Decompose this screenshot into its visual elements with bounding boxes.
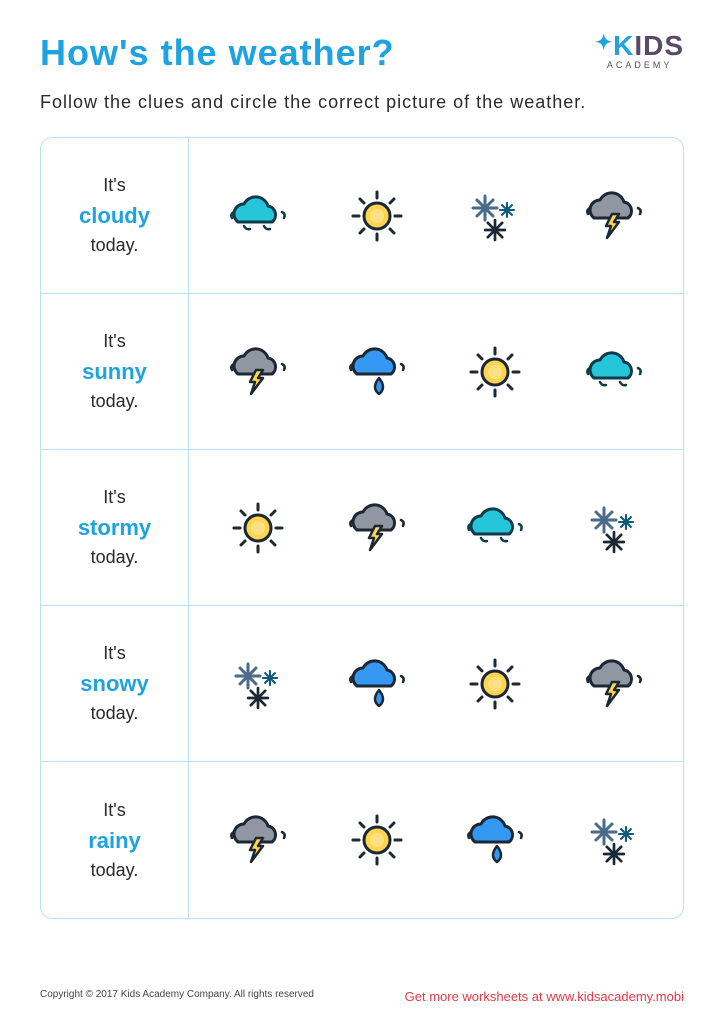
clue-word: stormy <box>78 511 151 544</box>
table-row: It'ssnowytoday. <box>41 606 683 762</box>
table-row: It'srainytoday. <box>41 762 683 918</box>
clue-prefix: It's <box>103 797 125 824</box>
rain-blue-icon[interactable] <box>337 332 417 412</box>
clue-cell: It'ssnowytoday. <box>41 606 189 761</box>
weather-table: It'scloudytoday.It'ssunnytoday.It'sstorm… <box>40 137 684 919</box>
storm-gray-icon[interactable] <box>218 800 298 880</box>
clue-word: sunny <box>82 355 147 388</box>
rain-blue-icon[interactable] <box>337 644 417 724</box>
clue-word: snowy <box>80 667 148 700</box>
options-cell <box>189 294 683 449</box>
table-row: It'ssunnytoday. <box>41 294 683 450</box>
snow-icon[interactable] <box>455 176 535 256</box>
logo-subtitle: ACADEMY <box>607 60 673 70</box>
clue-prefix: It's <box>103 640 125 667</box>
clue-suffix: today. <box>91 232 139 259</box>
clue-prefix: It's <box>103 328 125 355</box>
clue-cell: It'sstormytoday. <box>41 450 189 605</box>
sun-icon[interactable] <box>455 644 535 724</box>
storm-gray-icon[interactable] <box>337 488 417 568</box>
snow-icon[interactable] <box>574 488 654 568</box>
cloud-cyan-icon[interactable] <box>218 176 298 256</box>
instructions: Follow the clues and circle the correct … <box>40 92 684 113</box>
snow-icon[interactable] <box>218 644 298 724</box>
rain-blue-icon[interactable] <box>455 800 535 880</box>
cloud-cyan-icon[interactable] <box>574 332 654 412</box>
copyright-text: Copyright © 2017 Kids Academy Company. A… <box>40 989 314 1004</box>
options-cell <box>189 606 683 761</box>
sun-icon[interactable] <box>218 488 298 568</box>
storm-gray-icon[interactable] <box>218 332 298 412</box>
options-cell <box>189 450 683 605</box>
options-cell <box>189 762 683 918</box>
page-title: How's the weather? <box>40 32 395 74</box>
more-worksheets-link[interactable]: Get more worksheets at www.kidsacademy.m… <box>405 989 684 1004</box>
clue-word: rainy <box>88 824 141 857</box>
storm-gray-icon[interactable] <box>574 644 654 724</box>
clue-prefix: It's <box>103 484 125 511</box>
clue-suffix: today. <box>91 388 139 415</box>
sun-icon[interactable] <box>455 332 535 412</box>
cloud-cyan-icon[interactable] <box>455 488 535 568</box>
clue-suffix: today. <box>91 544 139 571</box>
storm-gray-icon[interactable] <box>574 176 654 256</box>
sun-icon[interactable] <box>337 800 417 880</box>
clue-cell: It'ssunnytoday. <box>41 294 189 449</box>
sun-icon[interactable] <box>337 176 417 256</box>
clue-cell: It'srainytoday. <box>41 762 189 918</box>
options-cell <box>189 138 683 293</box>
table-row: It'sstormytoday. <box>41 450 683 606</box>
logo: ✦KIDS ACADEMY <box>595 32 684 70</box>
logo-brand: ✦KIDS <box>595 32 684 60</box>
table-row: It'scloudytoday. <box>41 138 683 294</box>
clue-prefix: It's <box>103 172 125 199</box>
snow-icon[interactable] <box>574 800 654 880</box>
clue-cell: It'scloudytoday. <box>41 138 189 293</box>
header: How's the weather? ✦KIDS ACADEMY <box>40 32 684 74</box>
clue-suffix: today. <box>91 857 139 884</box>
footer: Copyright © 2017 Kids Academy Company. A… <box>40 989 684 1004</box>
clue-suffix: today. <box>91 700 139 727</box>
clue-word: cloudy <box>79 199 150 232</box>
